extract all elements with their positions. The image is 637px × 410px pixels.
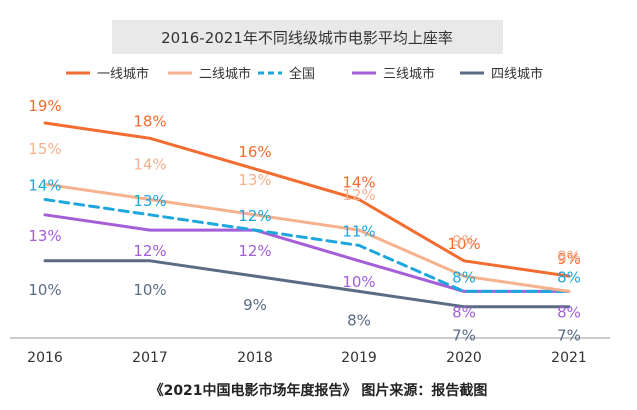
data-label: 14% [133, 156, 166, 174]
x-tick-label: 2021 [551, 350, 587, 366]
data-label: 12% [238, 207, 271, 225]
legend-label: 全国 [289, 66, 315, 82]
series-line [43, 198, 571, 293]
x-tick-label: 2019 [341, 350, 377, 366]
data-label: 8% [347, 311, 371, 329]
legend-label: 二线城市 [199, 66, 251, 82]
data-label: 14% [342, 174, 375, 192]
chart-title-box [112, 20, 503, 54]
data-label: 10% [447, 235, 480, 253]
data-label: 11% [342, 222, 375, 240]
x-tick-label: 2018 [237, 350, 273, 366]
data-label: 9% [243, 296, 267, 314]
data-label: 16% [238, 143, 271, 161]
x-tick-label: 2020 [446, 350, 482, 366]
data-label: 7% [557, 327, 581, 345]
data-label: 15% [28, 140, 61, 158]
chart-title: 2016-2021年不同线级城市电影平均上座率 [161, 29, 453, 47]
data-label: 10% [342, 273, 375, 291]
data-label: 10% [28, 281, 61, 299]
data-label: 8% [557, 303, 581, 321]
data-label: 13% [238, 171, 271, 189]
data-label: 12% [342, 186, 375, 204]
data-label: 19% [28, 97, 61, 115]
data-label: 14% [28, 177, 61, 195]
legend-label: 四线城市 [491, 66, 543, 82]
data-label: 7% [452, 327, 476, 345]
data-label: 10% [133, 281, 166, 299]
series-line [43, 182, 571, 293]
data-label: 13% [28, 227, 61, 245]
x-tick-label: 2016 [27, 350, 63, 366]
data-label: 8% [452, 303, 476, 321]
legend-label: 三线城市 [383, 66, 435, 82]
source-caption: 《2021中国电影市场年度报告》 图片来源：报告截图 [149, 383, 488, 399]
series-line [43, 259, 571, 309]
data-label: 8% [557, 247, 581, 265]
legend-label: 一线城市 [97, 66, 149, 82]
x-tick-label: 2017 [132, 350, 168, 366]
data-label: 8% [452, 268, 476, 286]
data-label: 18% [133, 112, 166, 130]
data-label: 12% [133, 242, 166, 260]
data-label: 8% [557, 268, 581, 286]
data-label: 13% [133, 192, 166, 210]
series-line [43, 121, 571, 278]
data-label: 9% [452, 232, 476, 250]
data-label: 9% [557, 250, 581, 268]
data-label: 12% [238, 242, 271, 260]
